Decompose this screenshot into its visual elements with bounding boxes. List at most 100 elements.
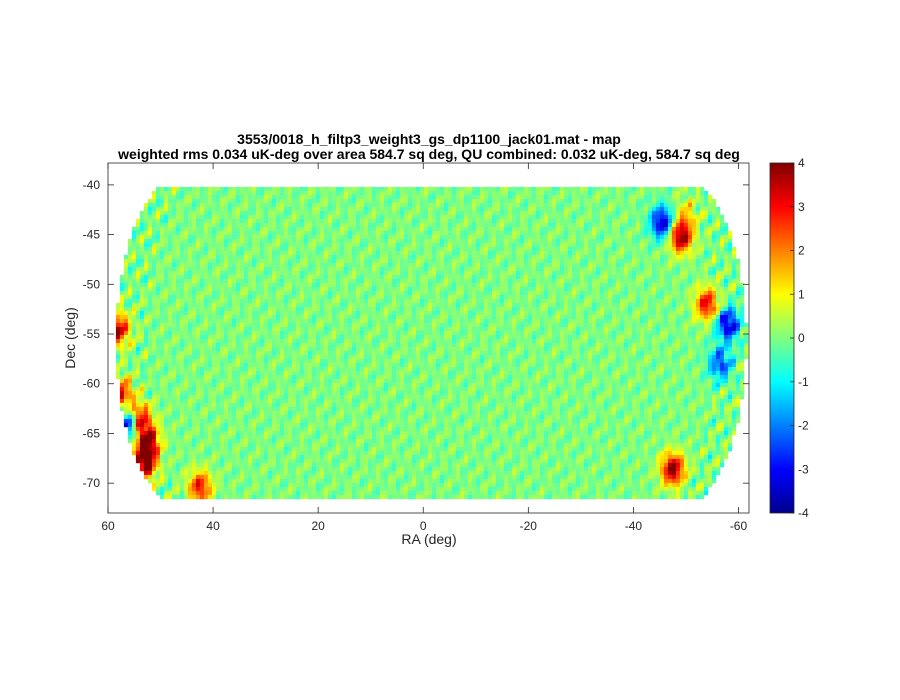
heatmap-cell: [135, 238, 141, 244]
heatmap-cell: [739, 310, 745, 316]
heatmap-cell: [563, 278, 569, 284]
heatmap-cell: [607, 242, 613, 248]
heatmap-cell: [675, 306, 681, 312]
heatmap-cell: [403, 246, 409, 252]
heatmap-cell: [635, 302, 641, 308]
heatmap-cell: [275, 306, 281, 312]
heatmap-cell: [551, 258, 557, 264]
heatmap-cell: [231, 294, 237, 300]
heatmap-cell: [643, 198, 649, 204]
heatmap-cell: [303, 186, 309, 192]
heatmap-cell: [123, 298, 129, 304]
heatmap-cell: [691, 266, 697, 272]
heatmap-cell: [631, 230, 637, 236]
heatmap-cell: [603, 250, 609, 256]
heatmap-cell: [215, 226, 221, 232]
heatmap-cell: [207, 214, 213, 220]
heatmap-cell: [183, 310, 189, 316]
heatmap-cell: [395, 310, 401, 316]
heatmap-cell: [467, 226, 473, 232]
heatmap-cell: [347, 290, 353, 296]
heatmap-cell: [659, 310, 665, 316]
heatmap-cell: [307, 242, 313, 248]
heatmap-cell: [551, 210, 557, 216]
heatmap-cell: [739, 302, 745, 308]
heatmap-cell: [651, 226, 657, 232]
heatmap-cell: [323, 194, 329, 200]
heatmap-cell: [351, 226, 357, 232]
heatmap-cell: [195, 250, 201, 256]
heatmap-cell: [543, 214, 549, 220]
heatmap-cell: [663, 230, 669, 236]
heatmap-cell: [631, 214, 637, 220]
heatmap-cell: [263, 278, 269, 284]
heatmap-cell: [563, 190, 569, 196]
heatmap-cell: [699, 286, 705, 292]
heatmap-cell: [407, 198, 413, 204]
heatmap-cell: [507, 186, 513, 192]
heatmap-cell: [267, 218, 273, 224]
heatmap-cell: [119, 278, 125, 284]
heatmap-cell: [667, 278, 673, 284]
heatmap-cell: [523, 202, 529, 208]
heatmap-cell: [531, 314, 537, 320]
heatmap-cell: [687, 198, 693, 204]
heatmap-cell: [471, 246, 477, 252]
heatmap-cell: [727, 302, 733, 308]
heatmap-cell: [479, 210, 485, 216]
heatmap-cell: [535, 294, 541, 300]
heatmap-cell: [559, 214, 565, 220]
heatmap-cell: [619, 234, 625, 240]
heatmap-cell: [215, 210, 221, 216]
heatmap-cell: [155, 218, 161, 224]
heatmap-cell: [563, 238, 569, 244]
heatmap-cell: [235, 214, 241, 220]
heatmap-cell: [683, 306, 689, 312]
heatmap-cell: [591, 314, 597, 320]
heatmap-cell: [655, 226, 661, 232]
heatmap-cell: [511, 258, 517, 264]
heatmap-cell: [407, 302, 413, 308]
heatmap-cell: [343, 282, 349, 288]
heatmap-cell: [527, 230, 533, 236]
heatmap-cell: [535, 270, 541, 276]
heatmap-cell: [239, 242, 245, 248]
heatmap-cell: [687, 262, 693, 268]
heatmap-cell: [371, 302, 377, 308]
heatmap-cell: [299, 226, 305, 232]
heatmap-cell: [627, 186, 633, 192]
heatmap-cell: [471, 282, 477, 288]
heatmap-cell: [303, 214, 309, 220]
heatmap-cell: [471, 258, 477, 264]
heatmap-cell: [579, 302, 585, 308]
heatmap-cell: [503, 214, 509, 220]
heatmap-cell: [455, 274, 461, 280]
heatmap-cell: [391, 298, 397, 304]
heatmap-cell: [411, 306, 417, 312]
heatmap-cell: [499, 266, 505, 272]
heatmap-cell: [399, 306, 405, 312]
heatmap-cell: [687, 214, 693, 220]
heatmap-cell: [327, 194, 333, 200]
heatmap-cell: [339, 202, 345, 208]
heatmap-cell: [667, 234, 673, 240]
heatmap-cell: [243, 314, 249, 320]
heatmap-cell: [215, 314, 221, 320]
heatmap-cell: [411, 270, 417, 276]
heatmap-cell: [679, 266, 685, 272]
heatmap-cell: [331, 306, 337, 312]
heatmap-cell: [447, 254, 453, 260]
heatmap-cell: [315, 246, 321, 252]
heatmap-cell: [371, 266, 377, 272]
heatmap-cell: [643, 242, 649, 248]
heatmap-cell: [459, 226, 465, 232]
heatmap-cell: [275, 274, 281, 280]
heatmap-cell: [519, 310, 525, 316]
heatmap-cell: [647, 214, 653, 220]
heatmap-cell: [235, 302, 241, 308]
heatmap-cell: [531, 214, 537, 220]
heatmap-cell: [599, 306, 605, 312]
heatmap-cell: [619, 286, 625, 292]
heatmap-cell: [611, 238, 617, 244]
heatmap-cell: [523, 218, 529, 224]
